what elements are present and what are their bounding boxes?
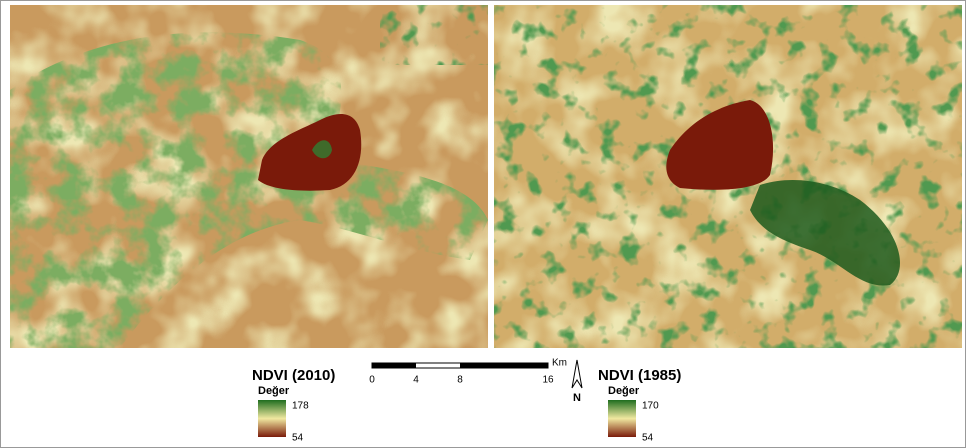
legend-label: Değer [608,385,640,397]
legend-title: NDVI (2010) [252,367,335,384]
legend-min: 54 [292,433,304,444]
map-2010 [10,5,488,348]
north-label: N [573,392,581,404]
color-ramp [608,400,636,437]
scale-bar [372,363,548,368]
scale-tick: 0 [369,375,375,386]
map-1985 [494,5,962,348]
legend-max: 178 [292,401,309,412]
legend-min: 54 [642,433,654,444]
color-ramp [258,400,286,437]
figure: NDVI (2010) Değer 178 54 NDVI (1985) Değ… [0,0,966,448]
legend-max: 170 [642,401,659,412]
scale-unit: Km [552,358,567,369]
legend-title: NDVI (1985) [598,367,681,384]
scale-tick: 8 [457,375,463,386]
scale-tick: 16 [542,375,554,386]
scale-tick: 4 [413,375,419,386]
legend-label: Değer [258,385,290,397]
